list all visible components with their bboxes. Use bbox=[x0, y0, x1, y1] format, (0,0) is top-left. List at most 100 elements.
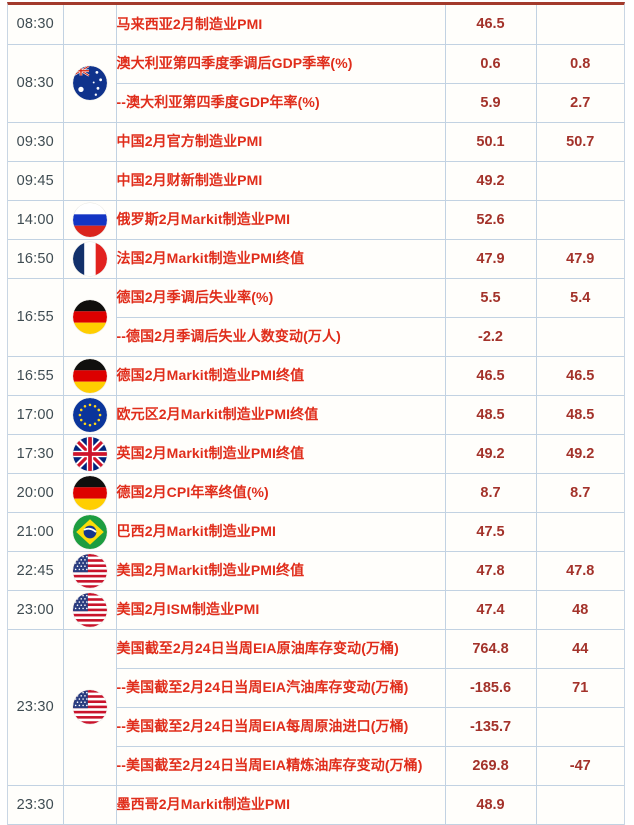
event-forecast-value: 47.9 bbox=[536, 239, 624, 279]
event-name[interactable]: --德国2月季调后失业人数变动(万人) bbox=[116, 317, 446, 357]
table-row[interactable]: 16:50 法国2月Markit制造业PMI终值 47.9 47.9 bbox=[8, 239, 624, 279]
event-actual-value: 49.2 bbox=[445, 161, 537, 201]
event-name[interactable]: 巴西2月Markit制造业PMI bbox=[116, 512, 446, 552]
event-time: 08:30 bbox=[8, 44, 64, 123]
event-actual-value: 46.5 bbox=[445, 5, 537, 45]
event-name[interactable]: --澳大利亚第四季度GDP年率(%) bbox=[116, 83, 446, 123]
germany-flag-icon bbox=[72, 475, 107, 510]
table-row[interactable]: 17:30 英国2月Markit制造业PMI终值 49.2 49.2 bbox=[8, 434, 624, 474]
event-forecast-value: 46.5 bbox=[536, 356, 624, 396]
event-name[interactable]: 中国2月官方制造业PMI bbox=[116, 122, 446, 162]
event-name[interactable]: 俄罗斯2月Markit制造业PMI bbox=[116, 200, 446, 240]
uk-flag-icon bbox=[63, 434, 117, 474]
usa-flag-icon bbox=[63, 551, 117, 591]
table-row[interactable]: 08:30 马来西亚2月制造业PMI 46.5 bbox=[8, 5, 624, 45]
event-time: 23:30 bbox=[8, 785, 64, 825]
event-name[interactable]: --美国截至2月24日当周EIA每周原油进口(万桶) bbox=[116, 707, 446, 747]
event-forecast-value bbox=[536, 707, 624, 747]
table-row[interactable]: 23:00 美国2月ISM制造业PMI 47.4 48 bbox=[8, 590, 624, 630]
france-flag-icon bbox=[72, 241, 107, 276]
event-time: 16:55 bbox=[8, 278, 64, 357]
event-forecast-value: 48.5 bbox=[536, 395, 624, 435]
event-name[interactable]: 德国2月CPI年率终值(%) bbox=[116, 473, 446, 513]
table-row[interactable]: 22:45 美国2月Markit制造业PMI终值 47.8 47.8 bbox=[8, 551, 624, 591]
event-actual-value: -185.6 bbox=[445, 668, 537, 708]
event-forecast-value: 50.7 bbox=[536, 122, 624, 162]
event-forecast-value bbox=[536, 161, 624, 201]
event-actual-value: 47.8 bbox=[445, 551, 537, 591]
table-row[interactable]: 16:55 德国2月Markit制造业PMI终值 46.5 46.5 bbox=[8, 356, 624, 396]
uk-flag-icon bbox=[72, 436, 107, 471]
event-actual-value: 269.8 bbox=[445, 746, 537, 786]
country-flag-empty bbox=[63, 122, 117, 162]
event-actual-value: -135.7 bbox=[445, 707, 537, 747]
table-row[interactable]: --美国截至2月24日当周EIA精炼油库存变动(万桶) 269.8 -47 bbox=[8, 746, 624, 786]
table-row[interactable]: 23:30 美国截至2月24日当周EIA原油库存变动(万桶) 764.8 44 bbox=[8, 629, 624, 786]
event-actual-value: 50.1 bbox=[445, 122, 537, 162]
table-row[interactable]: --澳大利亚第四季度GDP年率(%) 5.9 2.7 bbox=[8, 83, 624, 123]
event-forecast-value: 49.2 bbox=[536, 434, 624, 474]
event-name[interactable]: --美国截至2月24日当周EIA汽油库存变动(万桶) bbox=[116, 668, 446, 708]
event-forecast-value bbox=[536, 200, 624, 240]
event-name[interactable]: 美国2月Markit制造业PMI终值 bbox=[116, 551, 446, 591]
event-time: 20:00 bbox=[8, 473, 64, 513]
event-name[interactable]: 美国2月ISM制造业PMI bbox=[116, 590, 446, 630]
event-name[interactable]: 中国2月财新制造业PMI bbox=[116, 161, 446, 201]
table-row[interactable]: --美国截至2月24日当周EIA汽油库存变动(万桶) -185.6 71 bbox=[8, 668, 624, 708]
brazil-flag-icon bbox=[72, 514, 107, 549]
table-row[interactable]: 20:00 德国2月CPI年率终值(%) 8.7 8.7 bbox=[8, 473, 624, 513]
event-forecast-value: 2.7 bbox=[536, 83, 624, 123]
germany-flag-icon bbox=[63, 356, 117, 396]
event-forecast-value: 5.4 bbox=[536, 278, 624, 318]
event-forecast-value: 0.8 bbox=[536, 44, 624, 84]
economic-calendar-table-wrapper: 08:30 马来西亚2月制造业PMI 46.5 08:30 澳大利亚第四季度季调后GDP… bbox=[7, 2, 625, 825]
event-time: 09:45 bbox=[8, 161, 64, 201]
table-row[interactable]: --美国截至2月24日当周EIA每周原油进口(万桶) -135.7 bbox=[8, 707, 624, 747]
table-row[interactable]: 16:55 德国2月季调后失业率(%) 5.5 5.4 bbox=[8, 278, 624, 357]
table-row[interactable]: 09:30 中国2月官方制造业PMI 50.1 50.7 bbox=[8, 122, 624, 162]
event-name[interactable]: 德国2月季调后失业率(%) bbox=[116, 278, 446, 318]
event-actual-value: 47.9 bbox=[445, 239, 537, 279]
brazil-flag-icon bbox=[63, 512, 117, 552]
event-time: 16:55 bbox=[8, 356, 64, 396]
table-row[interactable]: 23:30 墨西哥2月Markit制造业PMI 48.9 bbox=[8, 785, 624, 825]
country-flag-empty bbox=[63, 5, 117, 45]
france-flag-icon bbox=[63, 239, 117, 279]
event-name[interactable]: 马来西亚2月制造业PMI bbox=[116, 5, 446, 45]
table-row[interactable]: 17:00 欧元区2月Markit制造业PMI终值 48.5 48.5 bbox=[8, 395, 624, 435]
usa-flag-icon bbox=[63, 590, 117, 630]
event-name[interactable]: 澳大利亚第四季度季调后GDP季率(%) bbox=[116, 44, 446, 84]
event-name[interactable]: --美国截至2月24日当周EIA精炼油库存变动(万桶) bbox=[116, 746, 446, 786]
russia-flag-icon bbox=[72, 202, 107, 237]
event-forecast-value: -47 bbox=[536, 746, 624, 786]
event-name[interactable]: 德国2月Markit制造业PMI终值 bbox=[116, 356, 446, 396]
table-row[interactable]: 08:30 澳大利亚第四季度季调后GDP季率(%) 0.6 0.8 bbox=[8, 44, 624, 123]
event-actual-value: 49.2 bbox=[445, 434, 537, 474]
table-row[interactable]: 14:00 俄罗斯2月Markit制造业PMI 52.6 bbox=[8, 200, 624, 240]
event-actual-value: 0.6 bbox=[445, 44, 537, 84]
table-row[interactable]: 21:00 巴西2月Markit制造业PMI 47.5 bbox=[8, 512, 624, 552]
event-name[interactable]: 美国截至2月24日当周EIA原油库存变动(万桶) bbox=[116, 629, 446, 669]
event-forecast-value bbox=[536, 5, 624, 45]
event-name[interactable]: 法国2月Markit制造业PMI终值 bbox=[116, 239, 446, 279]
germany-flag-icon bbox=[63, 278, 117, 357]
event-forecast-value: 71 bbox=[536, 668, 624, 708]
event-time: 09:30 bbox=[8, 122, 64, 162]
event-time: 17:00 bbox=[8, 395, 64, 435]
event-forecast-value: 47.8 bbox=[536, 551, 624, 591]
economic-calendar-table: 08:30 马来西亚2月制造业PMI 46.5 08:30 澳大利亚第四季度季调后GDP… bbox=[8, 5, 624, 825]
event-actual-value: 52.6 bbox=[445, 200, 537, 240]
table-row[interactable]: 09:45 中国2月财新制造业PMI 49.2 bbox=[8, 161, 624, 201]
germany-flag-icon bbox=[72, 358, 107, 393]
event-name[interactable]: 英国2月Markit制造业PMI终值 bbox=[116, 434, 446, 474]
event-time: 22:45 bbox=[8, 551, 64, 591]
event-forecast-value: 44 bbox=[536, 629, 624, 669]
country-flag-empty bbox=[63, 785, 117, 825]
table-row[interactable]: --德国2月季调后失业人数变动(万人) -2.2 bbox=[8, 317, 624, 357]
event-name[interactable]: 欧元区2月Markit制造业PMI终值 bbox=[116, 395, 446, 435]
event-actual-value: 48.9 bbox=[445, 785, 537, 825]
event-name[interactable]: 墨西哥2月Markit制造业PMI bbox=[116, 785, 446, 825]
usa-flag-icon bbox=[72, 553, 107, 588]
event-actual-value: 46.5 bbox=[445, 356, 537, 396]
